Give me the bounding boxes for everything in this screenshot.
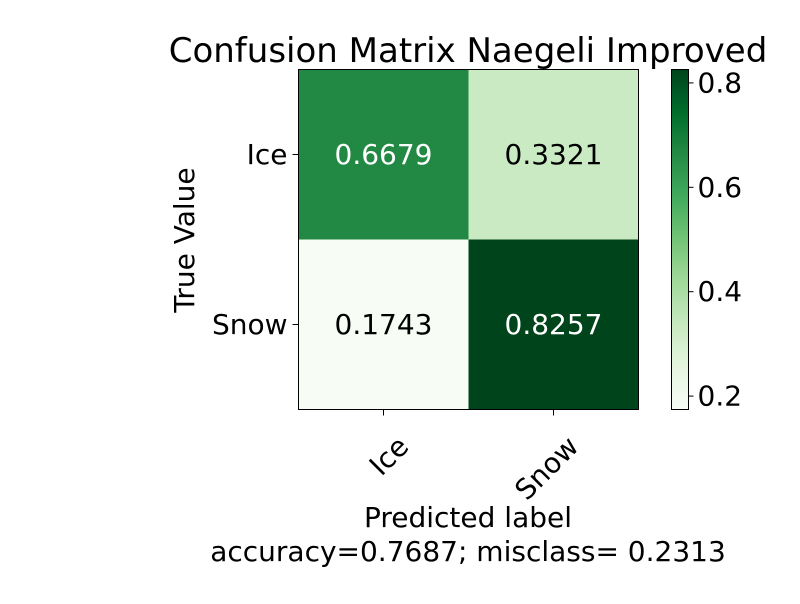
plot-frame: [298, 69, 639, 410]
colorbar-tick-label: 0.4: [698, 275, 743, 308]
cell-value-label: 0.3321: [505, 138, 603, 171]
y-tick-label: Snow: [212, 308, 288, 341]
chart-title: Confusion Matrix Naegeli Improved: [169, 31, 768, 71]
x-tick-label: Ice: [363, 430, 415, 482]
cell-value-label: 0.1743: [335, 308, 433, 341]
y-axis: Ice Snow: [212, 138, 299, 341]
heatmap-cell: [298, 69, 469, 240]
cell-value-label: 0.8257: [505, 308, 603, 341]
colorbar: [671, 69, 689, 410]
heatmap-cell: [298, 239, 469, 410]
colorbar-ticks: 0.2 0.4 0.6 0.8: [688, 66, 743, 413]
y-tick-label: Ice: [247, 138, 288, 171]
heatmap-cells: 0.6679 0.3321 0.1743 0.8257: [298, 69, 639, 410]
heatmap-cell: [468, 239, 639, 410]
colorbar-tick-label: 0.6: [698, 171, 743, 204]
cell-value-label: 0.6679: [335, 138, 433, 171]
heatmap-cell: [468, 69, 639, 240]
x-tick-label: Snow: [508, 430, 585, 507]
colorbar-tick-label: 0.8: [698, 66, 743, 99]
x-axis-label: Predicted label: [364, 501, 572, 534]
x-axis: Ice Snow: [363, 409, 585, 507]
colorbar-tick-label: 0.2: [698, 380, 743, 413]
accuracy-summary: accuracy=0.7687; misclass= 0.2313: [210, 535, 726, 568]
y-axis-label: True Value: [168, 167, 201, 313]
